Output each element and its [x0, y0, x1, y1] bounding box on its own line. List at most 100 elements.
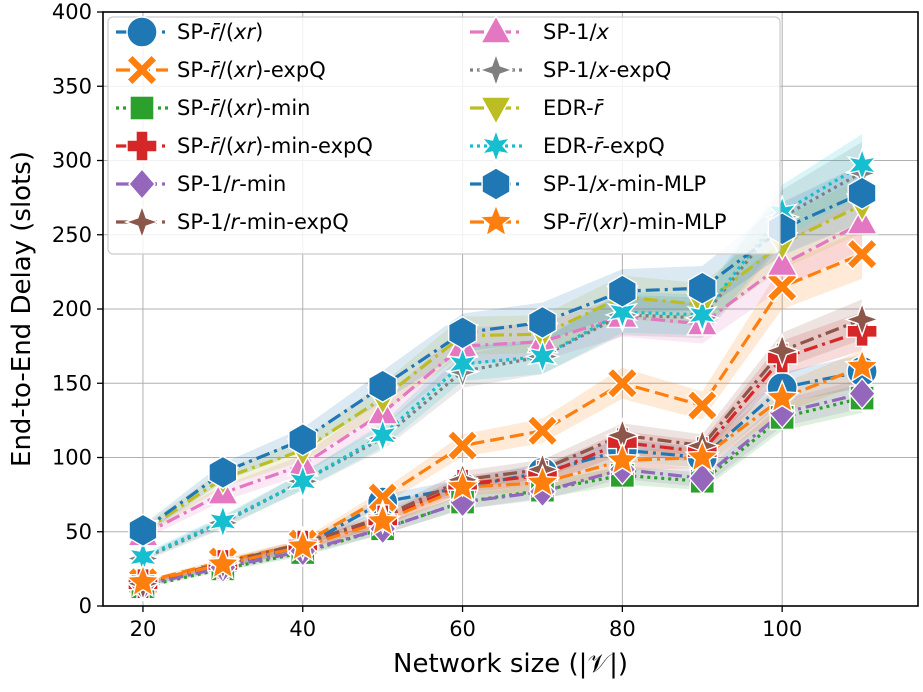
- legend-label-part: x: [596, 172, 610, 196]
- legend-label-part: r̄: [210, 20, 220, 44]
- line-series-10: [142, 191, 863, 532]
- point-series-11-x60: [444, 468, 481, 503]
- legend-label-part: -expQ: [609, 58, 671, 82]
- legend-label-part: EDR-: [543, 96, 594, 120]
- legend-marker-4: [128, 167, 156, 201]
- point-series-5-x100: [764, 332, 801, 369]
- y-tick-label: 0: [79, 594, 92, 618]
- legend-label-part: r̄: [210, 58, 220, 82]
- legend-label-part: SP-1/: [543, 58, 597, 82]
- legend-label-0: SP-r̄/(xr): [177, 20, 263, 44]
- legend-marker-6: [479, 14, 513, 44]
- point-series-10-x50: [368, 369, 398, 404]
- legend-label-3: SP-r̄/(xr)-min-expQ: [177, 134, 373, 158]
- legend-label-part: )-min-MLP: [621, 210, 726, 234]
- y-tick-label: 50: [65, 520, 92, 544]
- series-markers: [124, 146, 881, 602]
- line-series-11: [142, 365, 863, 584]
- point-series-10-x30: [208, 455, 238, 490]
- legend-label-part: -expQ: [602, 134, 664, 158]
- legend-label-part: xr: [233, 20, 256, 44]
- legend-label-part: xr: [599, 210, 622, 234]
- legend: SP-r̄/(xr)SP-r̄/(xr)-expQSP-r̄/(xr)-minS…: [107, 14, 781, 255]
- point-series-11-x50: [364, 502, 401, 537]
- legend-label-part: )-expQ: [255, 58, 326, 82]
- legend-label-part: r̄: [210, 96, 220, 120]
- legend-marker-11: [478, 203, 514, 238]
- legend-marker-9: [480, 127, 512, 165]
- legend-label-part: SP-: [177, 58, 210, 82]
- legend-marker-0: [126, 16, 158, 48]
- point-series-9-x30: [207, 503, 239, 540]
- legend-label-part: r̄: [210, 134, 220, 158]
- legend-label-part: -min: [239, 172, 286, 196]
- point-series-11-x70: [524, 463, 561, 499]
- legend-label-1: SP-r̄/(xr)-expQ: [177, 58, 326, 82]
- legend-label-part: SP-: [543, 210, 576, 234]
- legend-box: [107, 16, 781, 255]
- point-series-1-x50: [366, 481, 399, 514]
- legend-marker-5: [123, 203, 161, 241]
- band-series-10: [143, 164, 863, 536]
- legend-label-part: x: [596, 20, 610, 44]
- legend-marker-2: [129, 95, 155, 121]
- legend-label-part: r̄: [594, 134, 604, 158]
- point-series-10-x60: [448, 315, 478, 350]
- legend-label-8: EDR-r̄: [543, 96, 604, 120]
- legend-label-4: SP-1/r-min: [177, 172, 286, 196]
- legend-marker-1: [126, 54, 158, 86]
- legend-label-11: SP-r̄/(xr)-min-MLP: [543, 210, 727, 234]
- point-series-1-x90: [686, 389, 719, 422]
- point-series-10-x70: [527, 305, 557, 340]
- band-series-3: [143, 312, 863, 586]
- line-series-8: [142, 203, 863, 534]
- legend-label-part: /(: [219, 20, 234, 44]
- y-tick-label: 200: [52, 297, 92, 321]
- legend-label-part: )-min: [255, 96, 310, 120]
- point-series-10-x40: [288, 422, 318, 457]
- x-tick-label: 100: [762, 617, 802, 641]
- legend-label-part: SP-: [177, 96, 210, 120]
- point-series-9-x70: [526, 338, 559, 375]
- band-series-8: [143, 177, 863, 537]
- point-series-5-x110: [844, 301, 881, 338]
- point-series-9-x50: [366, 417, 399, 454]
- legend-label-part: xr: [233, 134, 256, 158]
- legend-label-part: ): [255, 20, 263, 44]
- point-series-11-x90: [684, 438, 721, 473]
- point-series-9-x90: [686, 296, 718, 334]
- legend-label-5: SP-1/r-min-expQ: [177, 210, 349, 234]
- x-tick-label: 20: [130, 617, 157, 641]
- line-series-7: [142, 171, 863, 560]
- legend-label-7: SP-1/x-expQ: [543, 58, 671, 82]
- point-series-1-x80: [606, 367, 639, 400]
- band-series-9: [143, 134, 863, 561]
- y-tick-label: 100: [52, 446, 92, 470]
- line-series-4: [142, 392, 863, 587]
- point-series-11-x110: [844, 348, 880, 383]
- point-series-4-x90: [688, 462, 717, 495]
- point-series-11-x30: [204, 545, 241, 580]
- legend-label-part: /(: [585, 210, 600, 234]
- legend-label-2: SP-r̄/(xr)-min: [177, 96, 310, 120]
- y-tick-label: 350: [52, 74, 92, 98]
- line-series-0: [142, 369, 863, 587]
- x-tick-label: 40: [289, 617, 316, 641]
- legend-label-part: EDR-: [543, 134, 594, 158]
- legend-label-part: /(: [219, 58, 234, 82]
- axis-ticks: 0 50 100 150 200 250 300 350 400 20 40 60 80 100: [52, 0, 802, 641]
- point-series-4-x110: [848, 377, 877, 410]
- legend-label-part: SP-1/: [177, 172, 231, 196]
- y-tick-label: 300: [52, 149, 92, 173]
- legend-label-part: -min-expQ: [239, 210, 349, 234]
- legend-label-part: SP-1/: [177, 210, 231, 234]
- point-series-11-x40: [284, 527, 321, 562]
- legend-label-part: r̄: [576, 210, 586, 234]
- legend-label-part: xr: [233, 58, 256, 82]
- point-series-10-x80: [607, 274, 637, 309]
- point-series-10-x110: [847, 176, 877, 211]
- legend-label-6: SP-1/x: [543, 20, 610, 44]
- legend-marker-10: [481, 167, 511, 201]
- point-series-9-x40: [287, 463, 319, 500]
- legend-marker-3: [126, 130, 158, 162]
